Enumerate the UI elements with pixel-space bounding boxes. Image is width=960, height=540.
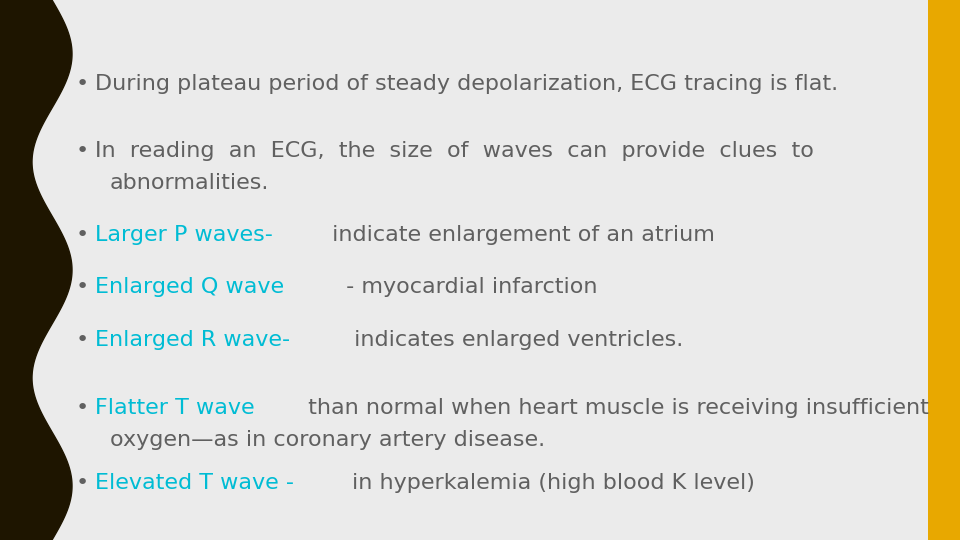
Text: •: • xyxy=(76,141,88,161)
Text: In  reading  an  ECG,  the  size  of  waves  can  provide  clues  to: In reading an ECG, the size of waves can… xyxy=(95,141,814,161)
Text: Enlarged R wave-: Enlarged R wave- xyxy=(95,330,290,350)
Text: •: • xyxy=(76,330,88,350)
Text: •: • xyxy=(76,397,88,418)
Text: oxygen—as in coronary artery disease.: oxygen—as in coronary artery disease. xyxy=(110,430,545,450)
Polygon shape xyxy=(0,0,72,540)
Text: •: • xyxy=(76,277,88,298)
Text: •: • xyxy=(76,73,88,94)
Text: Flatter T wave: Flatter T wave xyxy=(95,397,254,418)
Text: than normal when heart muscle is receiving insufficient: than normal when heart muscle is receivi… xyxy=(301,397,929,418)
Text: in hyperkalemia (high blood K level): in hyperkalemia (high blood K level) xyxy=(351,473,755,494)
Text: •: • xyxy=(76,225,88,245)
Text: indicate enlargement of an atrium: indicate enlargement of an atrium xyxy=(324,225,714,245)
Text: indicates enlarged ventricles.: indicates enlarged ventricles. xyxy=(347,330,683,350)
Text: Enlarged Q wave: Enlarged Q wave xyxy=(95,277,284,298)
Text: •: • xyxy=(76,473,88,494)
Bar xyxy=(928,0,960,540)
Text: abnormalities.: abnormalities. xyxy=(110,173,270,193)
Text: Larger P waves-: Larger P waves- xyxy=(95,225,273,245)
Text: Elevated T wave -: Elevated T wave - xyxy=(95,473,294,494)
Text: - myocardial infarction: - myocardial infarction xyxy=(339,277,597,298)
Text: During plateau period of steady depolarization, ECG tracing is flat.: During plateau period of steady depolari… xyxy=(95,73,838,94)
